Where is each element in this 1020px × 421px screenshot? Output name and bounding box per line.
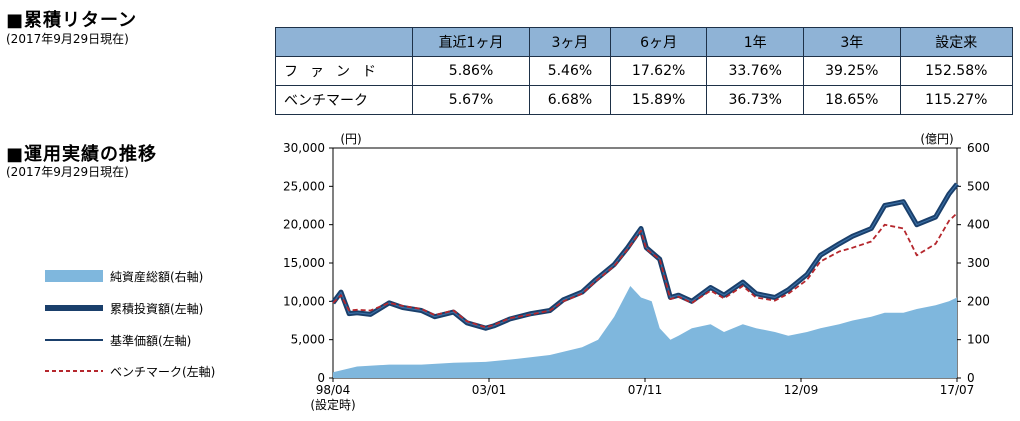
returns-cell: 36.73% — [706, 85, 804, 115]
x-tick-label: 03/01 — [472, 383, 507, 397]
y-left-tick-label: 20,000 — [283, 218, 325, 232]
y-left-tick-label: 25,000 — [283, 179, 325, 193]
returns-corner-cell — [275, 27, 413, 57]
legend-benchmark-label: ベンチマーク(左軸) — [110, 365, 216, 379]
legend-net-assets-label: 純資産総額(右軸) — [110, 270, 204, 284]
x-tick-label: 98/04 — [316, 383, 351, 397]
returns-title: ■累積リターン — [6, 10, 138, 31]
returns-cell: 152.58% — [899, 56, 1014, 86]
legend-cumulative-label: 累積投資額(左軸) — [110, 302, 204, 316]
returns-cell: 115.27% — [899, 85, 1014, 115]
legend-net-assets-swatch — [45, 270, 103, 282]
y-left-tick-label: 0 — [317, 371, 325, 385]
y-right-tick-label: 100 — [967, 333, 990, 347]
y-left-tick-label: 30,000 — [283, 141, 325, 155]
net-assets-area — [333, 286, 957, 378]
performance-date: (2017年9月29日現在) — [6, 165, 129, 179]
legend-cumulative-swatch — [45, 305, 103, 311]
returns-date: (2017年9月29日現在) — [6, 32, 129, 46]
x-tick-label: 17/07 — [940, 383, 975, 397]
returns-header-1m: 直近1ヶ月 — [411, 27, 531, 57]
returns-row-label: ベンチマーク — [275, 85, 413, 115]
returns-cell: 5.67% — [411, 85, 531, 115]
returns-cell: 33.76% — [706, 56, 804, 86]
x-first-sublabel: (設定時) — [310, 397, 355, 412]
benchmark-line — [332, 212, 958, 329]
y-right-tick-label: 300 — [967, 256, 990, 270]
y-left-unit: (円) — [340, 132, 361, 146]
y-right-tick-label: 600 — [967, 141, 990, 155]
x-tick-label: 07/11 — [628, 383, 663, 397]
returns-row-benchmark: ベンチマーク 5.67% 6.68% 15.89% 36.73% 18.65% … — [275, 85, 1014, 115]
returns-header-3m: 3ヶ月 — [529, 27, 611, 57]
y-right-tick-label: 200 — [967, 294, 990, 308]
returns-cell: 18.65% — [802, 85, 901, 115]
returns-cell: 6.68% — [529, 85, 611, 115]
y-right-unit: (億円) — [920, 132, 953, 146]
returns-cell: 5.46% — [529, 56, 611, 86]
returns-header-row: 直近1ヶ月 3ヶ月 6ヶ月 1年 3年 設定来 — [275, 27, 1014, 57]
y-right-tick-label: 0 — [967, 371, 975, 385]
y-left-tick-label: 5,000 — [291, 333, 325, 347]
y-right-tick-label: 400 — [967, 218, 990, 232]
returns-header-since: 設定来 — [899, 27, 1014, 57]
legend-nav-label: 基準価額(左軸) — [110, 334, 192, 348]
x-tick-label: 12/09 — [784, 383, 819, 397]
performance-title: ■運用実績の推移 — [6, 144, 158, 165]
legend-nav-swatch — [45, 339, 103, 341]
returns-row-label: ファンド — [275, 56, 413, 86]
y-left-tick-label: 10,000 — [283, 294, 325, 308]
returns-table: 直近1ヶ月 3ヶ月 6ヶ月 1年 3年 設定来 ファンド 5.86% 5.46%… — [275, 27, 1014, 115]
returns-header-1y: 1年 — [706, 27, 804, 57]
legend-benchmark-swatch — [45, 370, 103, 372]
returns-cell: 15.89% — [609, 85, 708, 115]
y-left-tick-label: 15,000 — [283, 256, 325, 270]
returns-cell: 5.86% — [411, 56, 531, 86]
returns-header-6m: 6ヶ月 — [609, 27, 708, 57]
y-right-tick-label: 500 — [967, 179, 990, 193]
